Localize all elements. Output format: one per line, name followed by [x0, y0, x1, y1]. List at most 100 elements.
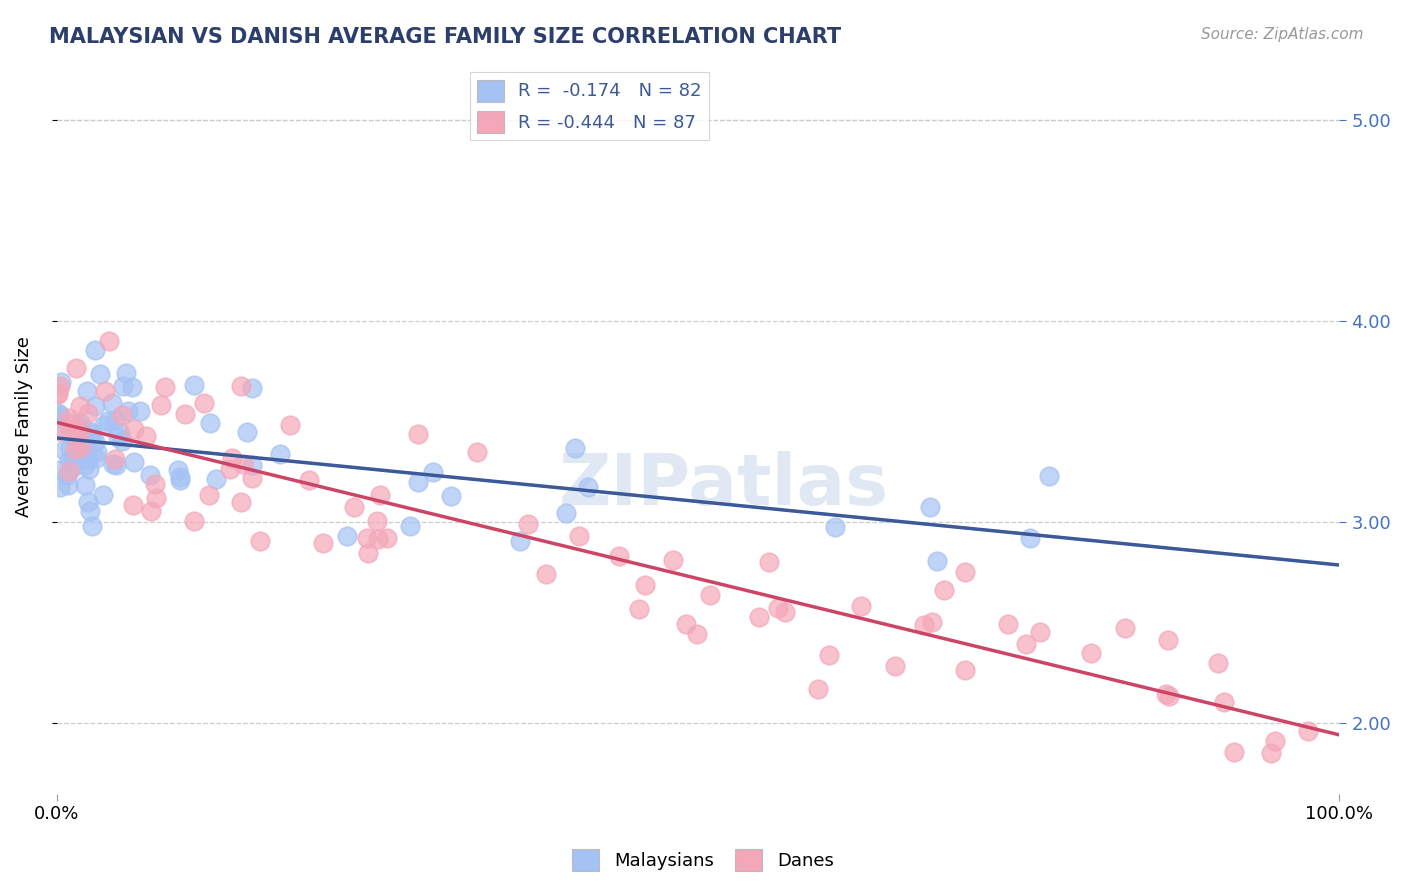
Point: [69, 399, 91, 413]
Point: [111, 408, 134, 422]
Point: [1080, 647, 1102, 661]
Point: [555, 506, 578, 520]
Point: [406, 475, 429, 489]
Point: [51, 418, 73, 433]
Point: [117, 404, 139, 418]
Point: [107, 429, 129, 443]
Point: [46, 410, 69, 425]
Point: [60, 416, 83, 430]
Point: [183, 514, 205, 528]
Text: MALAYSIAN VS DANISH AVERAGE FAMILY SIZE CORRELATION CHART: MALAYSIAN VS DANISH AVERAGE FAMILY SIZE …: [49, 27, 841, 46]
Point: [564, 441, 586, 455]
Point: [69, 424, 91, 438]
Point: [377, 531, 399, 545]
Point: [932, 582, 955, 597]
Point: [1157, 632, 1180, 647]
Point: [240, 471, 263, 485]
Point: [48, 463, 70, 477]
Point: [699, 588, 721, 602]
Point: [65, 360, 87, 375]
Point: [75, 477, 97, 491]
Point: [48, 379, 70, 393]
Point: [661, 552, 683, 566]
Point: [568, 529, 591, 543]
Point: [77, 461, 100, 475]
Point: [440, 489, 463, 503]
Point: [93, 417, 115, 432]
Point: [111, 434, 134, 449]
Point: [242, 381, 264, 395]
Point: [249, 533, 271, 548]
Point: [1260, 746, 1282, 760]
Point: [63, 449, 86, 463]
Point: [49, 375, 72, 389]
Point: [94, 384, 117, 398]
Point: [122, 498, 145, 512]
Point: [104, 458, 127, 472]
Point: [686, 627, 709, 641]
Point: [135, 429, 157, 443]
Point: [634, 578, 657, 592]
Point: [851, 599, 873, 614]
Point: [576, 480, 599, 494]
Point: [46, 406, 69, 420]
Point: [357, 545, 380, 559]
Point: [83, 435, 105, 450]
Point: [63, 442, 86, 456]
Point: [169, 469, 191, 483]
Point: [153, 379, 176, 393]
Point: [67, 427, 90, 442]
Point: [193, 396, 215, 410]
Point: [108, 426, 131, 441]
Point: [221, 450, 243, 465]
Point: [141, 504, 163, 518]
Point: [242, 458, 264, 473]
Point: [343, 500, 366, 514]
Point: [229, 378, 252, 392]
Point: [73, 440, 96, 454]
Point: [1038, 469, 1060, 483]
Point: [46, 424, 69, 438]
Point: [56, 468, 79, 483]
Point: [143, 476, 166, 491]
Point: [73, 458, 96, 472]
Text: Source: ZipAtlas.com: Source: ZipAtlas.com: [1201, 27, 1364, 42]
Point: [115, 366, 138, 380]
Text: ZIPatlas: ZIPatlas: [558, 450, 889, 520]
Point: [124, 455, 146, 469]
Point: [75, 436, 97, 450]
Point: [231, 495, 253, 509]
Point: [89, 367, 111, 381]
Point: [356, 532, 378, 546]
Point: [69, 419, 91, 434]
Point: [80, 425, 103, 439]
Point: [269, 447, 291, 461]
Point: [84, 450, 107, 465]
Point: [1296, 723, 1319, 738]
Point: [91, 488, 114, 502]
Point: [69, 416, 91, 430]
Point: [628, 601, 651, 615]
Point: [48, 385, 70, 400]
Point: [517, 517, 540, 532]
Legend: R =  -0.174 N = 82, R = -0.444 N = 87: R = -0.174 N = 82, R = -0.444 N = 87: [470, 72, 709, 140]
Point: [167, 463, 190, 477]
Point: [58, 464, 80, 478]
Point: [67, 423, 90, 437]
Point: [122, 422, 145, 436]
Point: [173, 407, 195, 421]
Point: [65, 431, 87, 445]
Point: [76, 384, 98, 399]
Point: [83, 399, 105, 413]
Point: [69, 440, 91, 454]
Y-axis label: Average Family Size: Average Family Size: [15, 336, 32, 517]
Point: [52, 442, 75, 457]
Point: [104, 451, 127, 466]
Point: [83, 343, 105, 357]
Point: [467, 445, 489, 459]
Point: [312, 535, 335, 549]
Point: [129, 403, 152, 417]
Point: [1264, 733, 1286, 747]
Point: [79, 504, 101, 518]
Point: [86, 444, 108, 458]
